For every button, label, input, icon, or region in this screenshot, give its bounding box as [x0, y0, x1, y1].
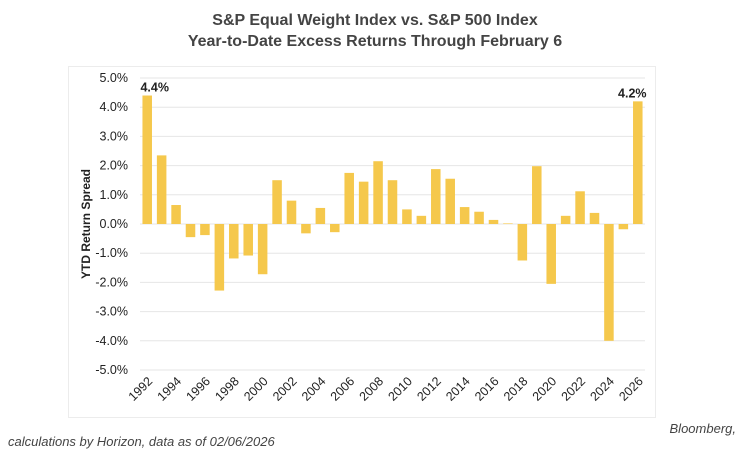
- x-tick-label: 2012: [414, 374, 444, 404]
- x-tick-label: 1992: [126, 374, 156, 404]
- bar-2002: [286, 200, 297, 224]
- y-tick-label: 1.0%: [100, 188, 129, 202]
- y-tick-label: 2.0%: [100, 159, 129, 173]
- y-tick-label: -5.0%: [95, 363, 128, 377]
- bar-2016: [488, 219, 499, 224]
- y-tick-label: -4.0%: [95, 334, 128, 348]
- bar-2008: [373, 161, 383, 224]
- data-label-1992: 4.4%: [140, 81, 169, 95]
- bar-2010: [402, 209, 412, 224]
- bar-2023: [589, 212, 600, 224]
- source-note-line1: Bloomberg,: [669, 421, 736, 436]
- bar-1992: [142, 95, 152, 225]
- y-axis-label: YTD Return Spread: [79, 169, 93, 279]
- x-tick-label: 2002: [270, 374, 300, 404]
- bar-2022: [575, 191, 585, 224]
- bar-1999: [243, 224, 253, 256]
- bar-2000: [257, 224, 268, 275]
- y-tick-label: 3.0%: [100, 129, 129, 143]
- x-tick-label: 2024: [587, 374, 617, 404]
- y-tick-label: 0.0%: [100, 217, 129, 231]
- bar-2003: [301, 224, 311, 234]
- data-label-2026: 4.2%: [618, 86, 647, 100]
- bar-1997: [214, 224, 225, 291]
- bar-2007: [358, 181, 369, 224]
- bar-2024: [604, 224, 614, 341]
- y-tick-label: -2.0%: [95, 275, 128, 289]
- x-tick-label: 2026: [616, 374, 646, 404]
- bar-2021: [560, 215, 571, 224]
- bar-2009: [387, 180, 398, 224]
- bar-2015: [474, 211, 484, 224]
- x-tick-label: 1998: [212, 374, 242, 404]
- bar-2017: [503, 223, 513, 225]
- x-tick-label: 2020: [530, 374, 560, 404]
- x-tick-label: 2006: [328, 374, 358, 404]
- bar-2014: [459, 207, 470, 224]
- bar-2020: [546, 224, 556, 284]
- x-tick-label: 2016: [472, 374, 502, 404]
- x-tick-label: 2018: [501, 374, 531, 404]
- plot-panel: [68, 66, 656, 418]
- x-tick-label: 1994: [155, 374, 185, 404]
- bar-1995: [185, 224, 196, 238]
- bar-2006: [344, 172, 354, 224]
- bar-2019: [532, 166, 542, 224]
- x-tick-label: 2014: [443, 374, 473, 404]
- x-tick-label: 2004: [299, 374, 329, 404]
- source-note-line2: calculations by Horizon, data as of 02/0…: [8, 434, 275, 449]
- bar-1998: [229, 224, 239, 259]
- bar-2005: [330, 224, 340, 233]
- bar-2013: [445, 178, 455, 224]
- chart-title: S&P Equal Weight Index vs. S&P 500 Index: [212, 12, 538, 29]
- bar-2025: [618, 224, 629, 230]
- x-tick-label: 2022: [559, 374, 589, 404]
- bar-2026: [633, 101, 643, 224]
- bar-2001: [272, 180, 282, 224]
- x-tick-label: 1996: [183, 374, 213, 404]
- bar-1996: [200, 224, 210, 236]
- chart-subtitle: Year-to-Date Excess Returns Through Febr…: [187, 33, 563, 50]
- bar-2011: [416, 215, 427, 224]
- x-tick-label: 2008: [357, 374, 387, 404]
- x-tick-label: 2000: [241, 374, 271, 404]
- x-tick-label: 2010: [385, 374, 415, 404]
- y-tick-label: 5.0%: [100, 71, 129, 85]
- bar-2004: [315, 207, 326, 224]
- y-tick-label: -1.0%: [95, 246, 128, 260]
- bar-2012: [431, 169, 441, 224]
- bar-1993: [156, 155, 167, 224]
- y-tick-label: -3.0%: [95, 305, 128, 319]
- bar-1994: [171, 205, 181, 224]
- bar-2018: [517, 224, 528, 261]
- y-tick-label: 4.0%: [100, 100, 129, 114]
